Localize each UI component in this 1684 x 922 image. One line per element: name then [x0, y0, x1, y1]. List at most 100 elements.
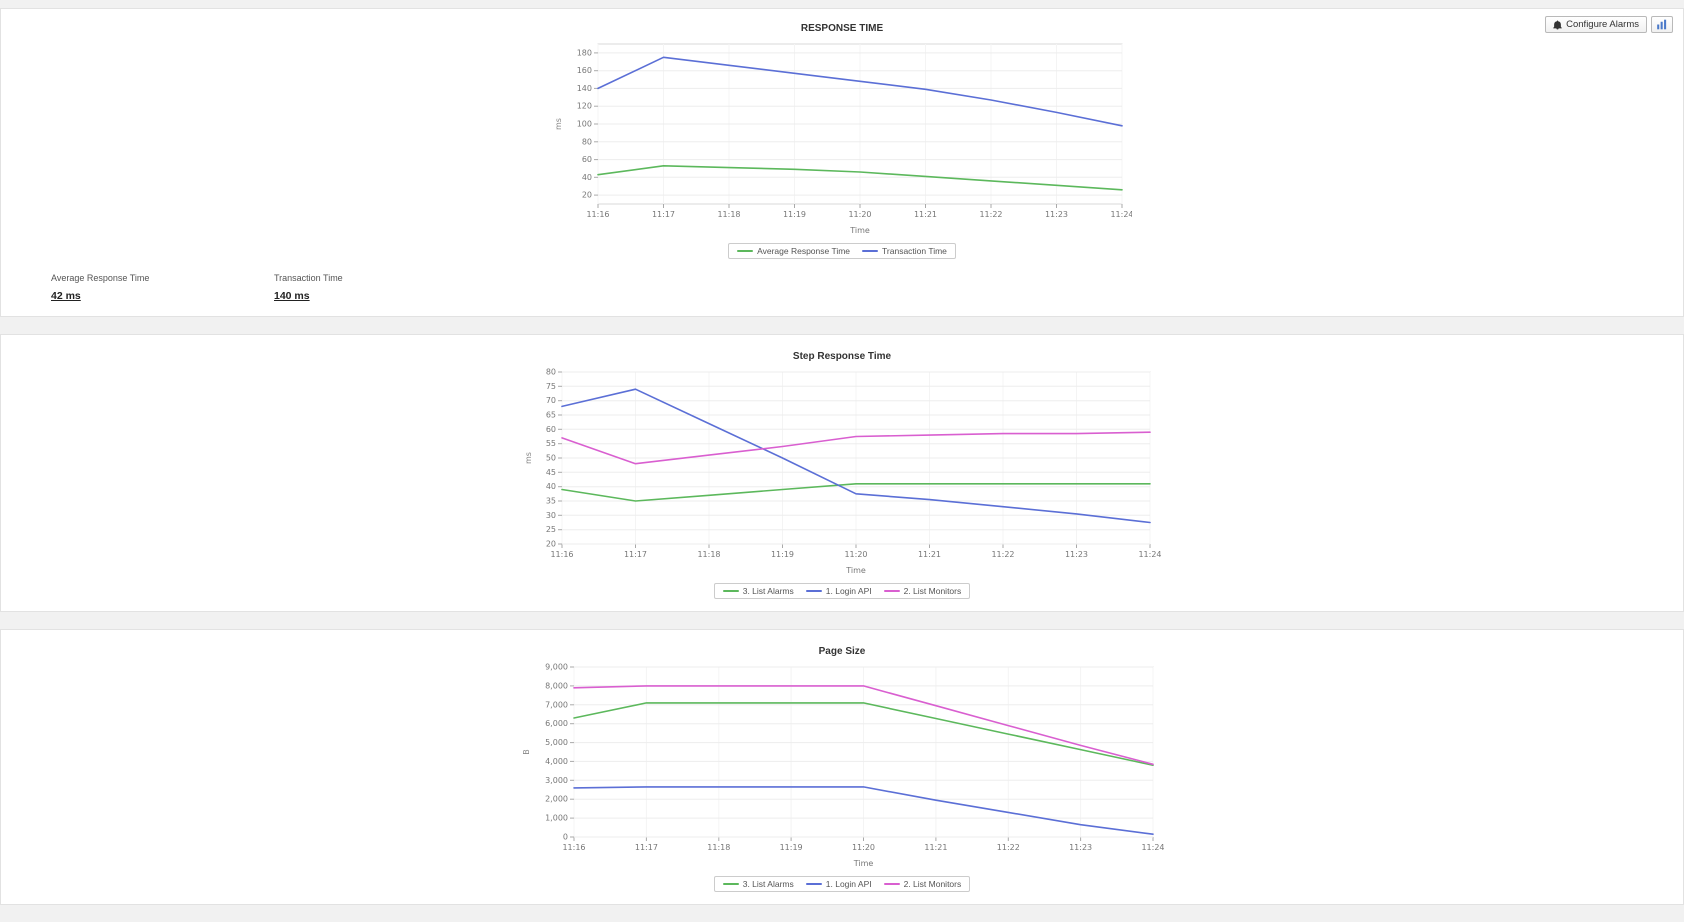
svg-text:Time: Time [849, 226, 870, 235]
svg-text:70: 70 [546, 396, 556, 405]
dashboard-page: Configure Alarms RESPONSE TIME 11:16 11:1… [0, 8, 1684, 905]
svg-text:11:24: 11:24 [1141, 843, 1164, 852]
svg-text:11:20: 11:20 [851, 843, 874, 852]
svg-text:11:24: 11:24 [1138, 550, 1161, 559]
legend-line-marker [722, 883, 739, 885]
legend-label: 2. List Monitors [903, 879, 962, 889]
svg-text:35: 35 [546, 497, 556, 506]
svg-text:60: 60 [546, 425, 556, 434]
svg-text:11:19: 11:19 [779, 843, 802, 852]
svg-text:11:21: 11:21 [914, 210, 937, 219]
legend-item-0[interactable]: Average Response Time [737, 246, 850, 256]
response-time-chart[interactable]: 11:16 11:17 11:18 11:19 11:20 11:21 11:22 11:23… [552, 36, 1134, 236]
svg-text:11:23: 11:23 [1045, 210, 1068, 219]
svg-text:160: 160 [577, 66, 592, 75]
legend-line-marker [737, 250, 754, 252]
svg-text:50: 50 [546, 454, 556, 463]
legend-item-1[interactable]: 1. Login API [805, 879, 872, 889]
svg-text:40: 40 [582, 173, 592, 182]
svg-text:Time: Time [845, 566, 866, 575]
page-size-chart-block: Page Size 11:16 11:17 11:18 11:19 11:20 11:21… [1, 638, 1683, 892]
legend-label: 1. Login API [825, 879, 872, 889]
legend-item-1[interactable]: 1. Login API [805, 586, 872, 596]
response-time-panel: Configure Alarms RESPONSE TIME 11:16 11:1… [0, 8, 1684, 317]
page-size-legend: 3. List Alarms 1. Login API 2. List Monito… [713, 872, 971, 892]
svg-text:11:16: 11:16 [550, 550, 573, 559]
average-response-time-stat-value[interactable]: 42 ms [51, 290, 81, 302]
legend-line-marker [883, 883, 900, 885]
bar-chart-icon [1656, 19, 1668, 30]
legend-line-marker [883, 590, 900, 592]
svg-text:20: 20 [546, 540, 556, 549]
svg-text:11:22: 11:22 [979, 210, 1002, 219]
panel-actions: Configure Alarms [1545, 16, 1673, 34]
average-response-time-stat: Average Response Time 42 ms [51, 273, 274, 304]
svg-text:11:16: 11:16 [562, 843, 585, 852]
average-response-time-stat-label: Average Response Time [51, 273, 150, 283]
svg-text:11:17: 11:17 [652, 210, 675, 219]
svg-text:11:17: 11:17 [634, 843, 657, 852]
svg-text:11:20: 11:20 [848, 210, 871, 219]
legend-label: 2. List Monitors [903, 586, 962, 596]
svg-text:B: B [522, 749, 531, 755]
svg-text:ms: ms [524, 452, 533, 464]
page-size-panel: Page Size 11:16 11:17 11:18 11:19 11:20 11:21… [0, 629, 1684, 905]
legend-line-marker [805, 590, 822, 592]
svg-text:120: 120 [577, 102, 592, 111]
legend-item-2[interactable]: 2. List Monitors [883, 586, 962, 596]
svg-text:75: 75 [546, 382, 556, 391]
legend-item-1[interactable]: Transaction Time [862, 246, 947, 256]
step-response-time-chart-block: Step Response Time 11:16 11:17 11:18 11:19 1… [1, 343, 1683, 599]
svg-text:1,000: 1,000 [545, 814, 568, 823]
response-time-chart-block: RESPONSE TIME 11:16 11:17 11:18 11:19 11:20 1… [1, 15, 1683, 259]
legend-label: 3. List Alarms [742, 879, 794, 889]
svg-text:4,000: 4,000 [545, 757, 568, 766]
svg-text:45: 45 [546, 468, 556, 477]
svg-text:11:19: 11:19 [771, 550, 794, 559]
alarm-bell-icon [1553, 20, 1562, 30]
chart-view-button[interactable] [1651, 16, 1673, 34]
legend-box: Average Response Time Transaction Time [728, 243, 956, 259]
legend-label: 3. List Alarms [742, 586, 794, 596]
svg-text:80: 80 [582, 137, 592, 146]
legend-box: 3. List Alarms 1. Login API 2. List Monito… [713, 876, 971, 892]
svg-text:180: 180 [577, 48, 592, 57]
svg-text:25: 25 [546, 525, 556, 534]
legend-line-marker [722, 590, 739, 592]
svg-text:11:19: 11:19 [783, 210, 806, 219]
legend-label: Transaction Time [882, 246, 947, 256]
legend-box: 3. List Alarms 1. Login API 2. List Monito… [713, 583, 971, 599]
svg-text:3,000: 3,000 [545, 776, 568, 785]
legend-item-0[interactable]: 3. List Alarms [722, 586, 794, 596]
svg-text:11:18: 11:18 [717, 210, 740, 219]
svg-text:0: 0 [562, 833, 567, 842]
svg-text:8,000: 8,000 [545, 681, 568, 690]
svg-text:11:24: 11:24 [1110, 210, 1132, 219]
transaction-time-stat-value[interactable]: 140 ms [274, 290, 310, 302]
svg-text:40: 40 [546, 482, 556, 491]
page-size-chart-title: Page Size [818, 646, 866, 657]
svg-text:55: 55 [546, 439, 556, 448]
svg-text:100: 100 [577, 120, 592, 129]
svg-text:9,000: 9,000 [545, 663, 568, 672]
configure-alarms-button[interactable]: Configure Alarms [1545, 16, 1647, 34]
svg-text:11:22: 11:22 [991, 550, 1014, 559]
transaction-time-stat: Transaction Time 140 ms [274, 273, 497, 304]
legend-item-0[interactable]: 3. List Alarms [722, 879, 794, 889]
svg-text:11:18: 11:18 [697, 550, 720, 559]
svg-text:11:23: 11:23 [1069, 843, 1092, 852]
step-response-time-chart[interactable]: 11:16 11:17 11:18 11:19 11:20 11:21 11:22 11:23… [522, 364, 1162, 576]
transaction-time-stat-label: Transaction Time [274, 273, 343, 283]
svg-text:5,000: 5,000 [545, 738, 568, 747]
svg-text:140: 140 [577, 84, 592, 93]
svg-text:11:20: 11:20 [844, 550, 867, 559]
svg-text:11:18: 11:18 [707, 843, 730, 852]
page-size-chart[interactable]: 11:16 11:17 11:18 11:19 11:20 11:21 11:22 11:23… [520, 659, 1165, 869]
svg-text:11:22: 11:22 [996, 843, 1019, 852]
svg-text:65: 65 [546, 411, 556, 420]
step-response-time-panel: Step Response Time 11:16 11:17 11:18 11:19 1… [0, 334, 1684, 612]
legend-label: 1. Login API [825, 586, 872, 596]
svg-text:11:16: 11:16 [586, 210, 609, 219]
legend-item-2[interactable]: 2. List Monitors [883, 879, 962, 889]
legend-line-marker [862, 250, 879, 252]
